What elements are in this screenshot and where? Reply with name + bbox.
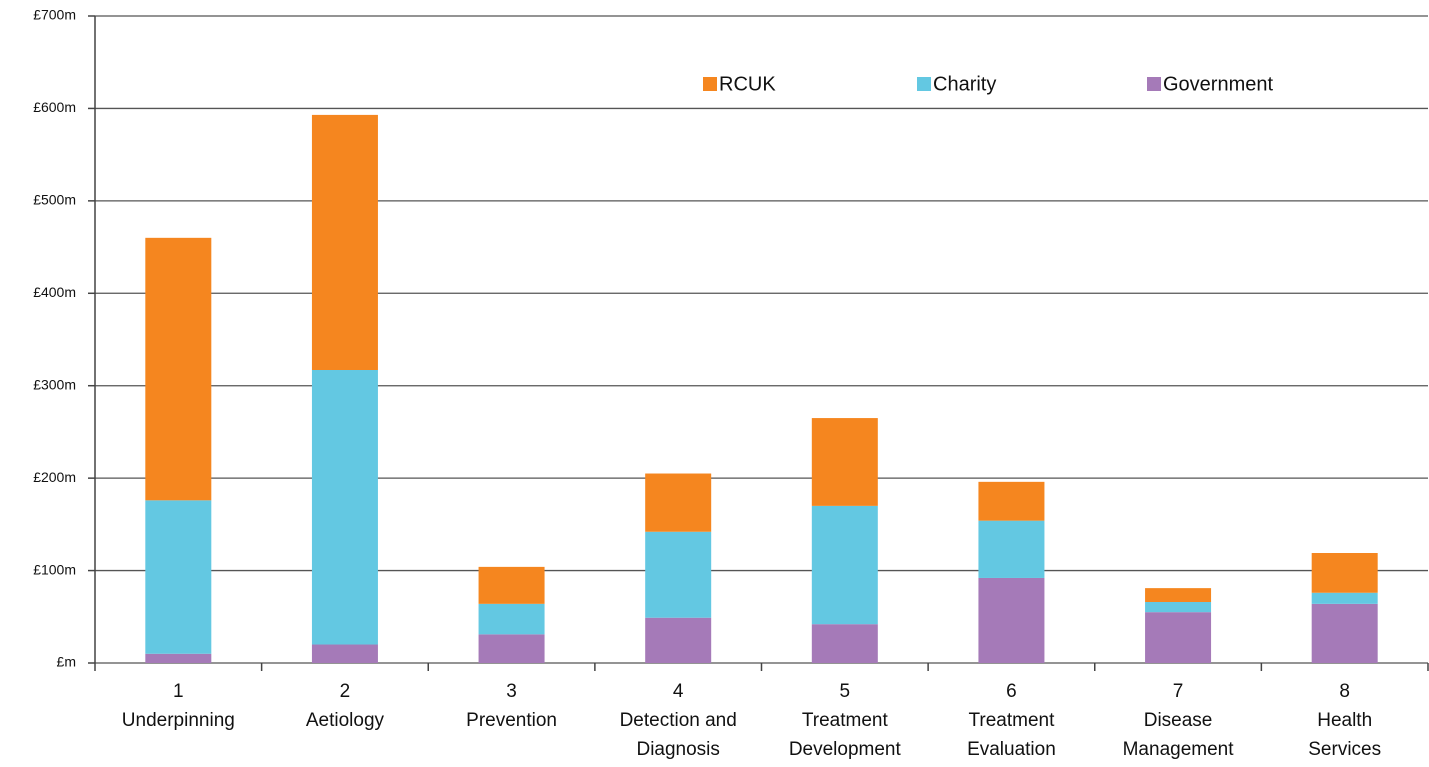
y-tick-label: £m [57, 654, 76, 670]
bar-segment [1311, 553, 1378, 593]
x-tick-label: 1 [173, 681, 184, 702]
bar-segment [311, 114, 378, 371]
x-tick-label: 4 [673, 681, 684, 702]
x-tick-label: Treatment [802, 710, 889, 731]
x-tick-label: Underpinning [122, 710, 235, 731]
x-tick-label: Disease [1144, 710, 1213, 731]
bar-segment [978, 520, 1045, 578]
y-tick-label: £200m [33, 469, 76, 485]
bar-segment [478, 603, 545, 635]
bar-segment [145, 653, 212, 663]
legend-label: Charity [933, 73, 996, 95]
x-tick-label: Management [1123, 739, 1235, 760]
y-tick-label: £300m [33, 376, 76, 392]
bar-segment [645, 473, 712, 532]
bar-segment [645, 617, 712, 663]
x-tick-label: Health [1317, 710, 1372, 731]
bar-segment [645, 531, 712, 618]
legend-swatch [703, 77, 717, 91]
x-tick-label: 5 [840, 681, 851, 702]
x-tick-label: Evaluation [967, 739, 1056, 760]
x-tick-label: Aetiology [306, 710, 385, 731]
x-tick-label: Detection and [620, 710, 737, 731]
bar-segment [311, 370, 378, 645]
x-tick-label: Treatment [968, 710, 1055, 731]
bar-segment [978, 577, 1045, 663]
legend-label: Government [1163, 73, 1273, 95]
x-tick-label: 2 [340, 681, 351, 702]
x-tick-label: Development [789, 739, 902, 760]
legend-swatch [917, 77, 931, 91]
x-tick-label: 7 [1173, 681, 1184, 702]
y-tick-label: £700m [33, 7, 76, 23]
x-tick-label: 3 [506, 681, 517, 702]
bar-segment [478, 566, 545, 604]
bar-segment [1145, 612, 1212, 663]
bar-segment [1145, 588, 1212, 602]
bar-segment [1311, 603, 1378, 663]
bar-segment [811, 505, 878, 625]
legend-label: RCUK [719, 73, 776, 95]
bar-segment [978, 481, 1045, 521]
bar-segment [311, 644, 378, 663]
bar-segment [1311, 592, 1378, 604]
bar-segment [811, 624, 878, 663]
y-tick-label: £600m [33, 99, 76, 115]
bar-segment [145, 237, 212, 501]
y-tick-label: £100m [33, 561, 76, 577]
x-tick-label: 8 [1339, 681, 1350, 702]
bar-segment [1145, 601, 1212, 613]
x-tick-label: 6 [1006, 681, 1017, 702]
bar-segment [145, 500, 212, 654]
x-tick-label: Prevention [466, 710, 557, 731]
x-tick-label: Diagnosis [636, 739, 719, 760]
x-tick-label: Services [1308, 739, 1381, 760]
legend-swatch [1147, 77, 1161, 91]
bar-segment [811, 418, 878, 506]
y-tick-label: £500m [33, 192, 76, 208]
y-tick-label: £400m [33, 284, 76, 300]
bar-segment [478, 634, 545, 663]
